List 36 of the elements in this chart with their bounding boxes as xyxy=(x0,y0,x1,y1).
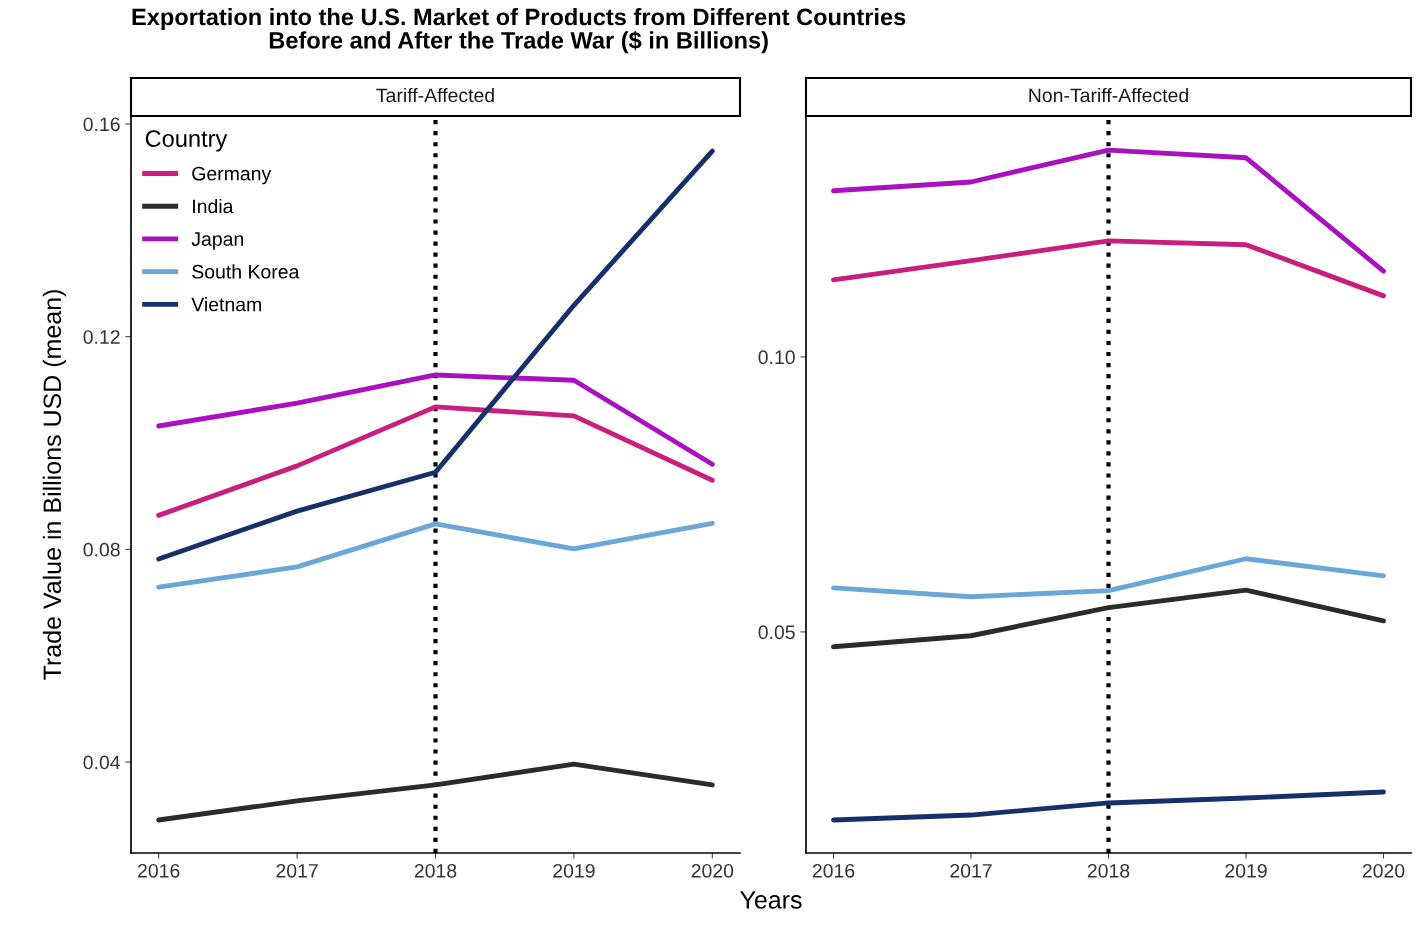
line-series xyxy=(156,761,715,823)
x-tick-label: 2020 xyxy=(691,863,734,878)
y-tick-label: 0.10 xyxy=(758,350,795,365)
x-tick-label: 2016 xyxy=(812,863,855,878)
line-series xyxy=(831,789,1386,823)
x-axis-title: Years xyxy=(740,891,802,909)
x-tick-label: 2019 xyxy=(1225,863,1267,878)
y-tick-label: 0.05 xyxy=(758,625,795,640)
x-tick-label: 2016 xyxy=(138,863,180,878)
x-tick-label: 2018 xyxy=(414,863,457,878)
legend-title: Country xyxy=(145,130,228,152)
line-series xyxy=(831,556,1386,600)
y-tick-label: 0.08 xyxy=(83,542,120,557)
chart-subtitle: Tariff-Affected xyxy=(376,87,494,103)
y-tick-label: 0.04 xyxy=(83,755,121,770)
legend-label: Vietnam xyxy=(191,297,261,312)
x-tick-label: 2017 xyxy=(276,863,318,878)
line-series xyxy=(156,372,715,467)
legend-label: South Korea xyxy=(192,264,300,279)
line-series xyxy=(831,238,1386,299)
line-series xyxy=(156,404,715,518)
y-tick-label: 0.12 xyxy=(83,330,120,344)
chart-title: Exportation into the U.S. Market of Products from Different Countries Before and After the Trade War ($ in Billions) xyxy=(132,8,906,54)
legend-label: Japan xyxy=(191,232,243,250)
y-tick-label: 0.16 xyxy=(83,117,120,132)
x-tick-label: 2018 xyxy=(1087,863,1130,878)
line-series xyxy=(831,147,1386,274)
x-tick-label: 2017 xyxy=(950,863,992,878)
chart-subtitle: Non-Tariff-Affected xyxy=(1029,87,1188,103)
legend-label: India xyxy=(193,198,234,214)
y-axis-title: Trade Value in Billions USD (mean) xyxy=(42,290,67,680)
x-tick-label: 2020 xyxy=(1362,863,1405,878)
legend-label: Germany xyxy=(192,166,272,185)
line-series xyxy=(831,587,1386,650)
line-series xyxy=(156,520,715,590)
x-tick-label: 2019 xyxy=(553,863,595,878)
